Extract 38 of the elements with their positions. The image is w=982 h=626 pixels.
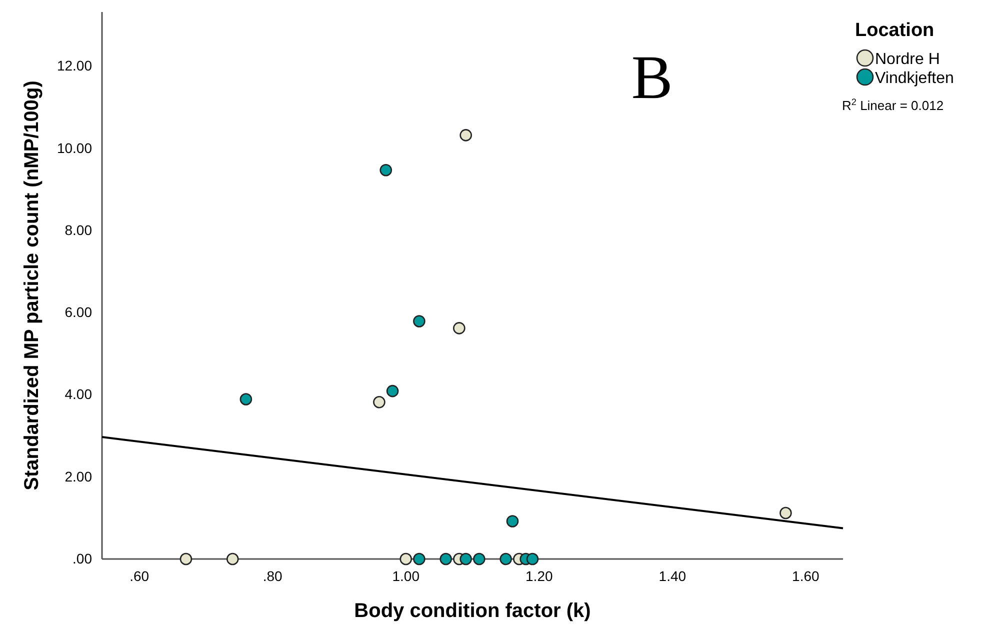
x-tick-label: 1.40 xyxy=(658,568,686,584)
legend-label: Vindkjeften xyxy=(875,70,954,87)
x-axis-title: Body condition factor (k) xyxy=(354,600,591,622)
point xyxy=(413,315,426,328)
y-axis-title: Standardized MP particle count (nMP/100g) xyxy=(21,80,43,490)
point xyxy=(386,384,399,398)
point xyxy=(460,552,472,566)
y-tick-label: 10.00 xyxy=(56,140,92,156)
point xyxy=(460,129,472,142)
point xyxy=(400,552,412,566)
y-tick-label: 12.00 xyxy=(56,58,92,74)
y-tick-label: 6.00 xyxy=(64,304,92,320)
point xyxy=(780,506,792,520)
legend-title: Location xyxy=(855,20,934,41)
x-tick-label: 1.60 xyxy=(792,568,820,584)
annotation: R$^{2}$ Linear = 0.012 xyxy=(842,97,944,113)
point xyxy=(440,552,452,566)
point xyxy=(180,552,192,566)
x-tick-label: .60 xyxy=(130,568,150,584)
point xyxy=(526,552,539,566)
point xyxy=(226,552,239,566)
y-tick-label: .00 xyxy=(72,550,92,566)
x-tick-label: 1.20 xyxy=(526,568,553,584)
point xyxy=(506,515,519,528)
point xyxy=(373,396,386,408)
legend-label: Nordre H xyxy=(875,51,940,68)
y-tick-label: 2.00 xyxy=(64,468,92,484)
x-tick-label: 1.00 xyxy=(392,568,420,584)
y-tick-label: 8.00 xyxy=(64,222,92,238)
point xyxy=(380,164,392,176)
x-tick-label: .80 xyxy=(262,568,283,584)
point xyxy=(453,322,466,334)
point xyxy=(500,552,512,566)
point xyxy=(413,552,426,566)
y-tick-label: 4.00 xyxy=(64,386,92,402)
point xyxy=(473,552,486,566)
point xyxy=(240,393,252,406)
annotation: B xyxy=(631,44,673,112)
